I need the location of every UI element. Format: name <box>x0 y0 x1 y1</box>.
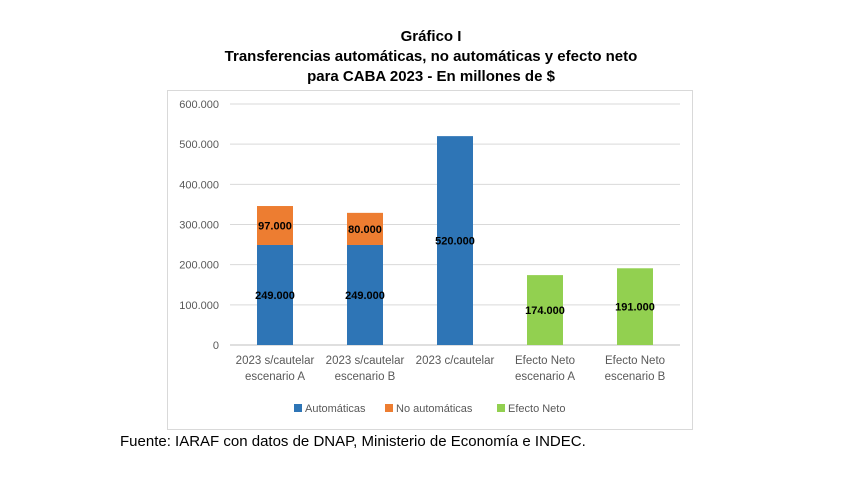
chart-title-line-1: Gráfico I <box>400 28 462 45</box>
data-label: 80.000 <box>348 224 382 236</box>
source-note: Fuente: IARAF con datos de DNAP, Ministe… <box>120 433 586 450</box>
legend-label: Efecto Neto <box>508 403 565 415</box>
y-tick-label: 300.000 <box>179 220 219 232</box>
legend-label: Automáticas <box>305 403 366 415</box>
y-tick-label: 600.000 <box>179 99 219 111</box>
x-tick-label: 2023 s/cautelar <box>236 355 315 367</box>
y-tick-label: 400.000 <box>179 179 219 191</box>
x-tick-label: escenario A <box>515 371 575 383</box>
bar-2-4 <box>617 268 653 345</box>
bar-2-3 <box>527 275 563 345</box>
data-label: 191.000 <box>615 302 655 314</box>
data-label: 249.000 <box>255 290 295 302</box>
y-tick-label: 200.000 <box>179 260 219 272</box>
data-label: 97.000 <box>258 221 292 233</box>
x-tick-label: escenario B <box>605 371 666 383</box>
bar-1-0 <box>257 206 293 245</box>
y-tick-label: 500.000 <box>179 139 219 151</box>
legend-swatch <box>294 404 302 412</box>
bar-0-0 <box>257 244 293 345</box>
x-tick-label: 2023 c/cautelar <box>416 355 495 367</box>
bar-1-1 <box>347 212 383 245</box>
data-label: 174.000 <box>525 305 565 317</box>
bar-0-1 <box>347 244 383 345</box>
chart-title-line-3: para CABA 2023 - En millones de $ <box>307 68 555 85</box>
x-tick-label: escenario A <box>245 371 305 383</box>
data-label: 249.000 <box>345 290 385 302</box>
x-tick-label: Efecto Neto <box>515 355 575 367</box>
x-tick-label: escenario B <box>335 371 396 383</box>
legend-label: No automáticas <box>396 403 473 415</box>
bar-0-2 <box>437 136 473 345</box>
chart-area <box>167 90 693 430</box>
y-tick-label: 100.000 <box>179 300 219 312</box>
legend-swatch <box>497 404 505 412</box>
y-tick-label: 0 <box>213 340 219 352</box>
legend-swatch <box>385 404 393 412</box>
data-label: 520.000 <box>435 236 475 248</box>
x-tick-label: Efecto Neto <box>605 355 665 367</box>
chart-title-line-2: Transferencias automáticas, no automátic… <box>224 48 638 65</box>
x-tick-label: 2023 s/cautelar <box>326 355 405 367</box>
